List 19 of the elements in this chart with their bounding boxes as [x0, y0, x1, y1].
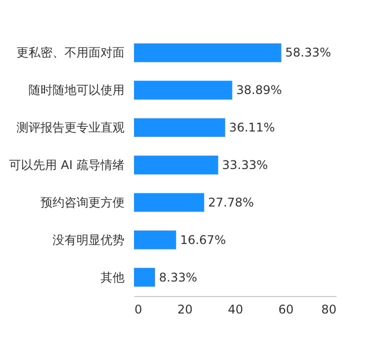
y-tick-label: 没有明显优势 — [52, 232, 124, 247]
data-label: 38.89% — [236, 83, 282, 98]
data-label: 36.11% — [229, 120, 275, 135]
data-label: 8.33% — [159, 270, 198, 284]
x-tick-label: 0 — [134, 302, 142, 316]
y-tick-label: 更私密、不用面对面 — [16, 46, 124, 60]
x-tick-label: 40 — [228, 302, 244, 316]
y-tick-label: 可以先用 AI 疏导情绪 — [9, 158, 124, 172]
x-tick-label: 80 — [321, 302, 336, 316]
x-tick-label: 20 — [177, 302, 193, 316]
y-tick-label: 测评报告更专业直观 — [16, 120, 124, 135]
y-tick-label: 随时随地可以使用 — [28, 83, 124, 98]
x-tick-label: 60 — [278, 302, 294, 316]
data-label: 58.33% — [285, 46, 332, 60]
data-label: 16.67% — [180, 232, 226, 247]
data-label: 33.33% — [222, 158, 268, 172]
data-label: 27.78% — [208, 195, 254, 210]
y-tick-label: 其他 — [100, 270, 124, 284]
y-tick-label: 预约咨询更方便 — [40, 195, 124, 210]
